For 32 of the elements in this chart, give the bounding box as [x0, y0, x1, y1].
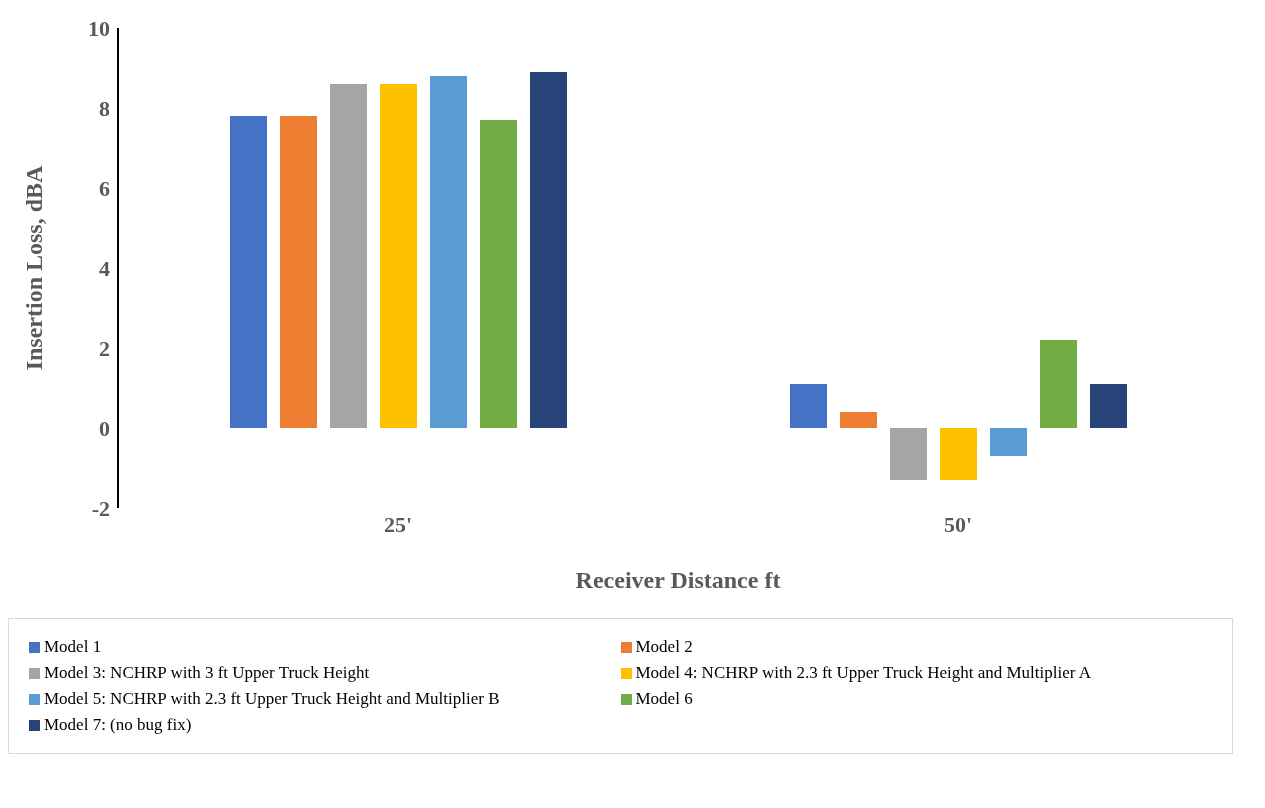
y-tick-label: 2 [99, 335, 110, 361]
bar [480, 120, 517, 428]
y-axis-title: Insertion Loss, dBA [20, 164, 47, 371]
y-tick-label: 8 [99, 95, 110, 121]
y-tick-label: 4 [99, 255, 110, 281]
bar [1090, 384, 1127, 428]
bar [230, 116, 267, 428]
bar [530, 72, 567, 428]
x-axis-title: Receiver Distance ft [575, 567, 781, 593]
bar [330, 84, 367, 428]
bar [430, 76, 467, 428]
bar [990, 428, 1027, 456]
x-tick-label: 50' [943, 511, 973, 537]
legend-label: Model 7: (no bug fix) [44, 715, 192, 735]
x-tick-label: 25' [383, 511, 413, 537]
bar [840, 412, 877, 428]
bar [1040, 340, 1077, 428]
y-tick-label: -2 [91, 495, 110, 521]
legend-label: Model 3: NCHRP with 3 ft Upper Truck Height [44, 663, 370, 683]
legend-label: Model 6 [635, 689, 693, 709]
legend-label: Model 5: NCHRP with 2.3 ft Upper Truck Height and Multiplier B [44, 689, 500, 709]
legend-label: Model 2 [635, 637, 693, 657]
y-tick-label: 0 [99, 415, 110, 441]
y-tick-label: 10 [88, 15, 110, 41]
bar [380, 84, 417, 428]
y-tick-label: 6 [99, 175, 110, 201]
bar [890, 428, 927, 480]
bar [280, 116, 317, 428]
bar [940, 428, 977, 480]
bar [790, 384, 827, 428]
legend-label: Model 1 [44, 637, 102, 657]
legend-label: Model 4: NCHRP with 2.3 ft Upper Truck Height and Multiplier A [635, 663, 1092, 683]
